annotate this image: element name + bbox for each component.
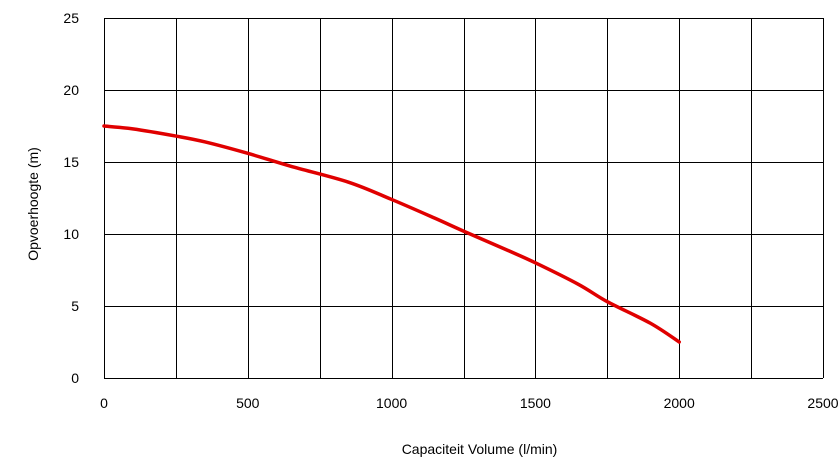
y-tick-label: 20 (63, 82, 79, 98)
x-tick-labels: 0 500 1000 1500 2000 2500 (100, 395, 839, 411)
x-axis-title: Capaciteit Volume (l/min) (402, 441, 558, 457)
y-tick-label: 5 (71, 298, 79, 314)
x-tick-label: 2000 (664, 395, 695, 411)
grid-lines (104, 18, 824, 379)
y-tick-label: 0 (71, 370, 79, 386)
y-tick-labels: 0 5 10 15 20 25 (63, 10, 79, 386)
y-tick-label: 25 (63, 10, 79, 26)
x-tick-label: 0 (100, 395, 108, 411)
y-axis-title: Opvoerhoogte (m) (25, 147, 41, 261)
y-tick-label: 15 (63, 154, 79, 170)
axes (104, 18, 823, 379)
x-tick-label: 500 (236, 395, 260, 411)
x-tick-label: 2500 (807, 395, 838, 411)
pump-curve-line (102, 124, 681, 344)
series-layer (102, 124, 681, 344)
y-tick-label: 10 (63, 226, 79, 242)
x-tick-label: 1500 (520, 395, 551, 411)
x-tick-label: 1000 (376, 395, 407, 411)
